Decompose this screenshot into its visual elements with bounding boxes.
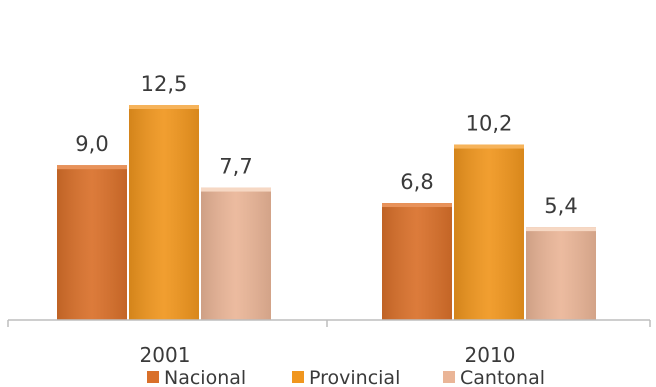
- legend-item-nacional: Nacional: [147, 367, 246, 387]
- x-axis: 2001 2010: [7, 319, 651, 367]
- data-label-cantonal-2010: 5,4: [544, 194, 577, 218]
- bar-nacional-2001: [57, 165, 127, 320]
- bar-shading: [57, 165, 127, 320]
- legend-label: Nacional: [164, 367, 246, 387]
- bar-nacional-2010: [382, 203, 452, 320]
- category-label-2010: 2010: [465, 343, 516, 367]
- bar-top-highlight: [454, 144, 524, 149]
- bar-shading: [201, 187, 271, 320]
- bar-provincial-2010: [454, 144, 524, 320]
- bar-top-highlight: [201, 187, 271, 192]
- bar-top-highlight: [57, 165, 127, 170]
- bars-layer: [57, 105, 596, 320]
- data-label-nacional-2001: 9,0: [75, 132, 108, 156]
- bar-shading: [526, 227, 596, 320]
- bar-shading: [382, 203, 452, 320]
- legend-swatch: [443, 371, 455, 383]
- bar-top-highlight: [526, 227, 596, 232]
- bar-provincial-2001: [129, 105, 199, 320]
- bar-shading: [129, 105, 199, 320]
- data-label-provincial-2001: 12,5: [141, 72, 188, 96]
- data-label-cantonal-2001: 7,7: [219, 155, 252, 179]
- legend-swatch: [292, 371, 304, 383]
- category-label-2001: 2001: [140, 343, 191, 367]
- data-labels-layer: 9,0 12,5 7,7 6,8 10,2 5,4: [75, 72, 577, 218]
- data-label-provincial-2010: 10,2: [466, 112, 513, 136]
- legend-swatch: [147, 371, 159, 383]
- legend: Nacional Provincial Cantonal: [147, 367, 545, 387]
- legend-label: Provincial: [309, 367, 400, 387]
- data-label-nacional-2010: 6,8: [400, 170, 433, 194]
- bar-top-highlight: [129, 105, 199, 109]
- legend-label: Cantonal: [460, 367, 545, 387]
- legend-item-provincial: Provincial: [292, 367, 400, 387]
- bar-cantonal-2001: [201, 187, 271, 320]
- legend-item-cantonal: Cantonal: [443, 367, 545, 387]
- bar-cantonal-2010: [526, 227, 596, 320]
- bar-shading: [454, 144, 524, 320]
- bar-top-highlight: [382, 203, 452, 208]
